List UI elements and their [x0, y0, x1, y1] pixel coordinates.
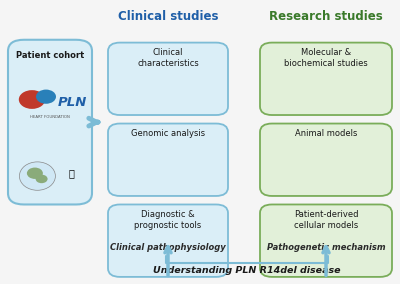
FancyBboxPatch shape	[108, 204, 228, 277]
Circle shape	[19, 90, 45, 109]
Text: Patient cohort: Patient cohort	[16, 51, 84, 60]
FancyBboxPatch shape	[260, 124, 392, 196]
Text: PLN: PLN	[58, 96, 87, 109]
Text: Clinical
characteristics: Clinical characteristics	[137, 48, 199, 68]
FancyBboxPatch shape	[8, 40, 92, 204]
Text: Research studies: Research studies	[269, 10, 383, 23]
Text: Pathogenetic mechanism: Pathogenetic mechanism	[267, 243, 385, 252]
Text: Genomic analysis: Genomic analysis	[131, 129, 205, 138]
Text: 🐦: 🐦	[68, 168, 74, 178]
FancyBboxPatch shape	[260, 43, 392, 115]
Text: Clinical pathophysiology: Clinical pathophysiology	[110, 243, 226, 252]
Text: Clinical studies: Clinical studies	[118, 10, 218, 23]
Circle shape	[36, 175, 48, 183]
Text: Understanding PLN R14del disease: Understanding PLN R14del disease	[153, 266, 341, 275]
Circle shape	[36, 89, 56, 104]
FancyBboxPatch shape	[108, 43, 228, 115]
Ellipse shape	[19, 162, 55, 190]
Text: Molecular &
biochemical studies: Molecular & biochemical studies	[284, 48, 368, 68]
Text: Diagnostic &
prognostic tools: Diagnostic & prognostic tools	[134, 210, 202, 229]
Text: Animal models: Animal models	[295, 129, 357, 138]
FancyBboxPatch shape	[260, 204, 392, 277]
Text: HEART FOUNDATION: HEART FOUNDATION	[30, 115, 70, 119]
Text: Patient-derived
cellular models: Patient-derived cellular models	[294, 210, 358, 229]
FancyBboxPatch shape	[108, 124, 228, 196]
Circle shape	[27, 168, 43, 179]
